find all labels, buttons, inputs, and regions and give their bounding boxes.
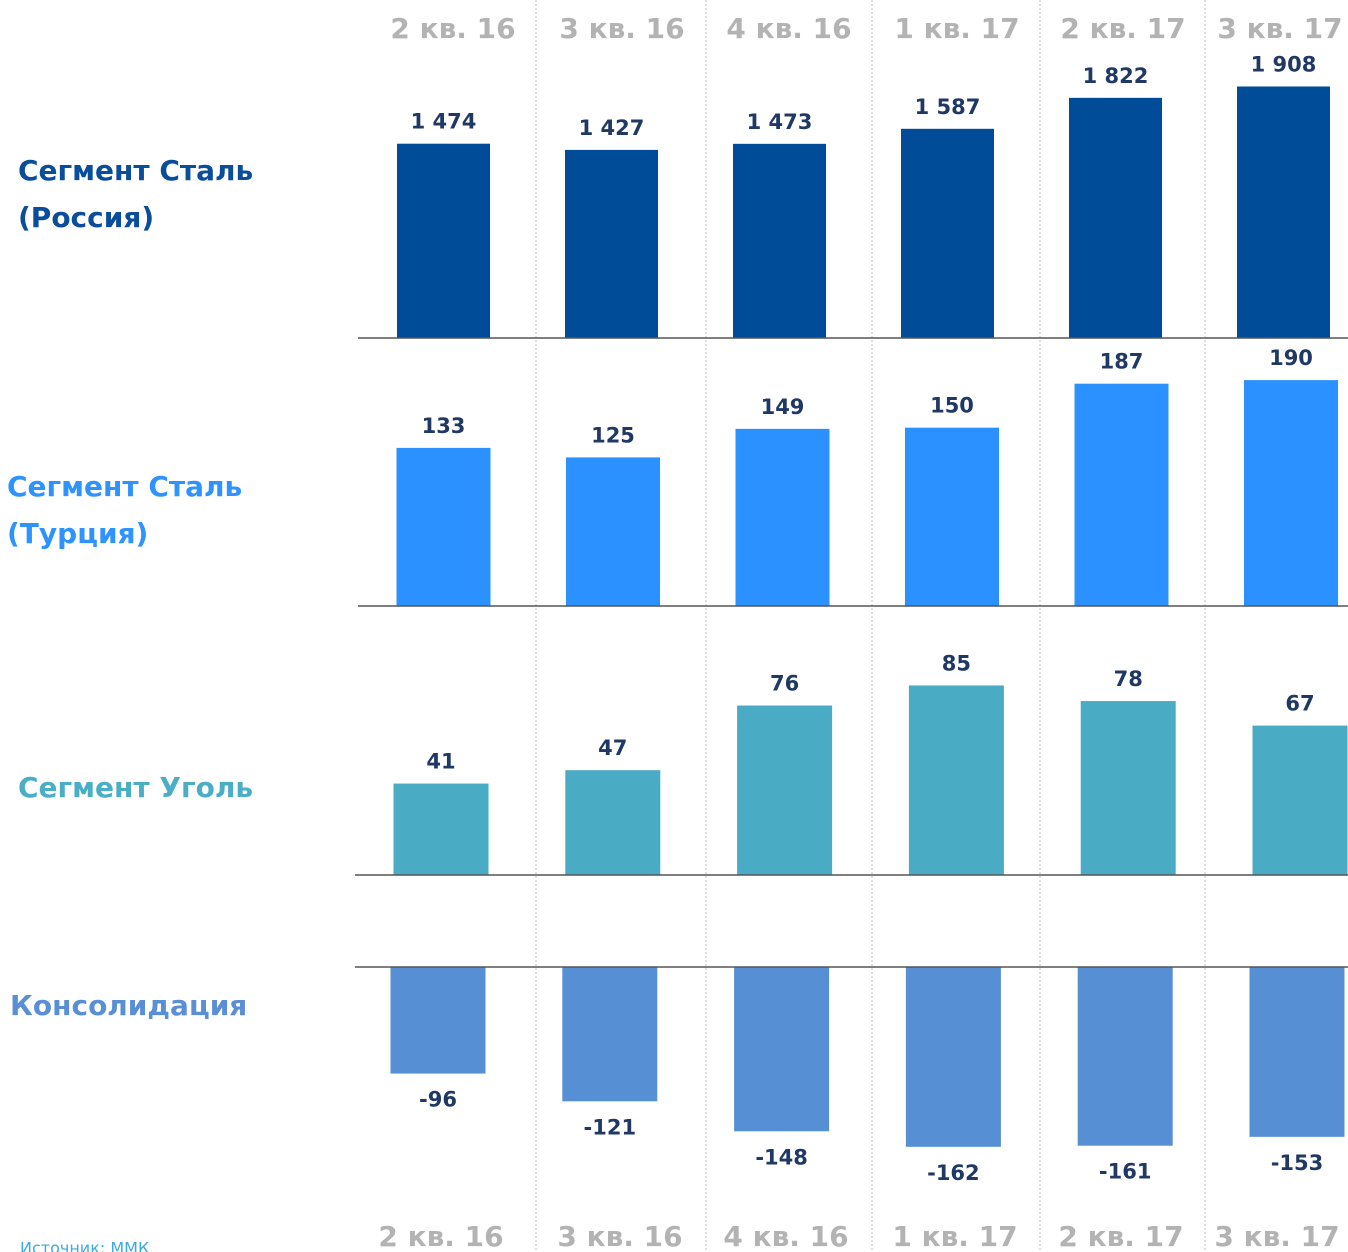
quarter-label: 1 кв. 17 bbox=[894, 12, 1019, 45]
bar bbox=[1069, 97, 1162, 338]
value-label: 1 822 bbox=[1083, 64, 1149, 88]
bar bbox=[734, 967, 830, 1132]
bar bbox=[396, 447, 491, 606]
quarter-label: 3 кв. 16 bbox=[557, 1220, 682, 1252]
bar bbox=[393, 783, 489, 875]
panel-title: Сегмент Уголь bbox=[18, 771, 253, 804]
panel-title: (Россия) bbox=[18, 201, 154, 234]
value-label: 67 bbox=[1285, 692, 1314, 716]
value-label: -121 bbox=[584, 1115, 637, 1139]
bar bbox=[905, 967, 1001, 1147]
panel-title: (Турция) bbox=[7, 517, 148, 550]
quarter-label: 4 кв. 16 bbox=[726, 12, 851, 45]
value-label: 150 bbox=[930, 394, 974, 418]
bar bbox=[908, 685, 1004, 875]
value-label: 125 bbox=[591, 423, 635, 447]
panel-title: Сегмент Сталь bbox=[7, 470, 242, 503]
quarter-label: 2 кв. 16 bbox=[390, 12, 515, 45]
quarter-label: 4 кв. 16 bbox=[723, 1220, 848, 1252]
bar bbox=[1074, 383, 1169, 606]
bar bbox=[566, 457, 660, 606]
value-label: 1 473 bbox=[747, 110, 813, 134]
value-label: 41 bbox=[426, 750, 455, 774]
value-label: 78 bbox=[1114, 667, 1143, 691]
bar bbox=[1249, 967, 1345, 1137]
bar bbox=[735, 428, 830, 606]
bar bbox=[1244, 380, 1338, 606]
quarter-label: 2 кв. 17 bbox=[1060, 12, 1185, 45]
quarter-label: 2 кв. 16 bbox=[378, 1220, 503, 1252]
value-label: 187 bbox=[1100, 350, 1144, 374]
value-label: 1 427 bbox=[579, 116, 645, 140]
panel-title: Консолидация bbox=[10, 989, 247, 1022]
value-label: -153 bbox=[1271, 1151, 1324, 1175]
value-label: -162 bbox=[927, 1161, 980, 1185]
value-label: 149 bbox=[761, 395, 805, 419]
source: Источник: ММК bbox=[20, 1239, 150, 1252]
value-label: 190 bbox=[1269, 346, 1313, 370]
value-label: 1 587 bbox=[915, 95, 981, 119]
bar bbox=[1080, 701, 1176, 875]
bar bbox=[562, 967, 658, 1102]
quarter-label: 3 кв. 17 bbox=[1214, 1220, 1339, 1252]
quarter-label: 3 кв. 16 bbox=[559, 12, 684, 45]
bar bbox=[1252, 725, 1348, 875]
value-label: 47 bbox=[598, 736, 627, 760]
bar bbox=[397, 143, 490, 338]
bar bbox=[1237, 86, 1330, 338]
value-label: -148 bbox=[755, 1145, 808, 1169]
bar bbox=[901, 128, 994, 338]
bar bbox=[905, 427, 999, 606]
value-label: 1 908 bbox=[1251, 52, 1317, 76]
bar bbox=[565, 770, 661, 875]
value-label: -161 bbox=[1099, 1160, 1152, 1184]
quarter-label: 2 кв. 17 bbox=[1058, 1220, 1183, 1252]
bar bbox=[733, 143, 826, 338]
value-label: 76 bbox=[770, 672, 799, 696]
value-label: 85 bbox=[942, 651, 971, 675]
value-label: -96 bbox=[419, 1088, 457, 1112]
quarter-label: 1 кв. 17 bbox=[892, 1220, 1017, 1252]
bar bbox=[737, 705, 833, 875]
bar bbox=[565, 149, 658, 338]
quarter-label: 3 кв. 17 bbox=[1217, 12, 1342, 45]
bar bbox=[390, 967, 486, 1074]
value-label: 1 474 bbox=[411, 110, 477, 134]
panel-title: Сегмент Сталь bbox=[18, 154, 253, 187]
bar bbox=[1077, 967, 1173, 1146]
value-label: 133 bbox=[422, 414, 466, 438]
